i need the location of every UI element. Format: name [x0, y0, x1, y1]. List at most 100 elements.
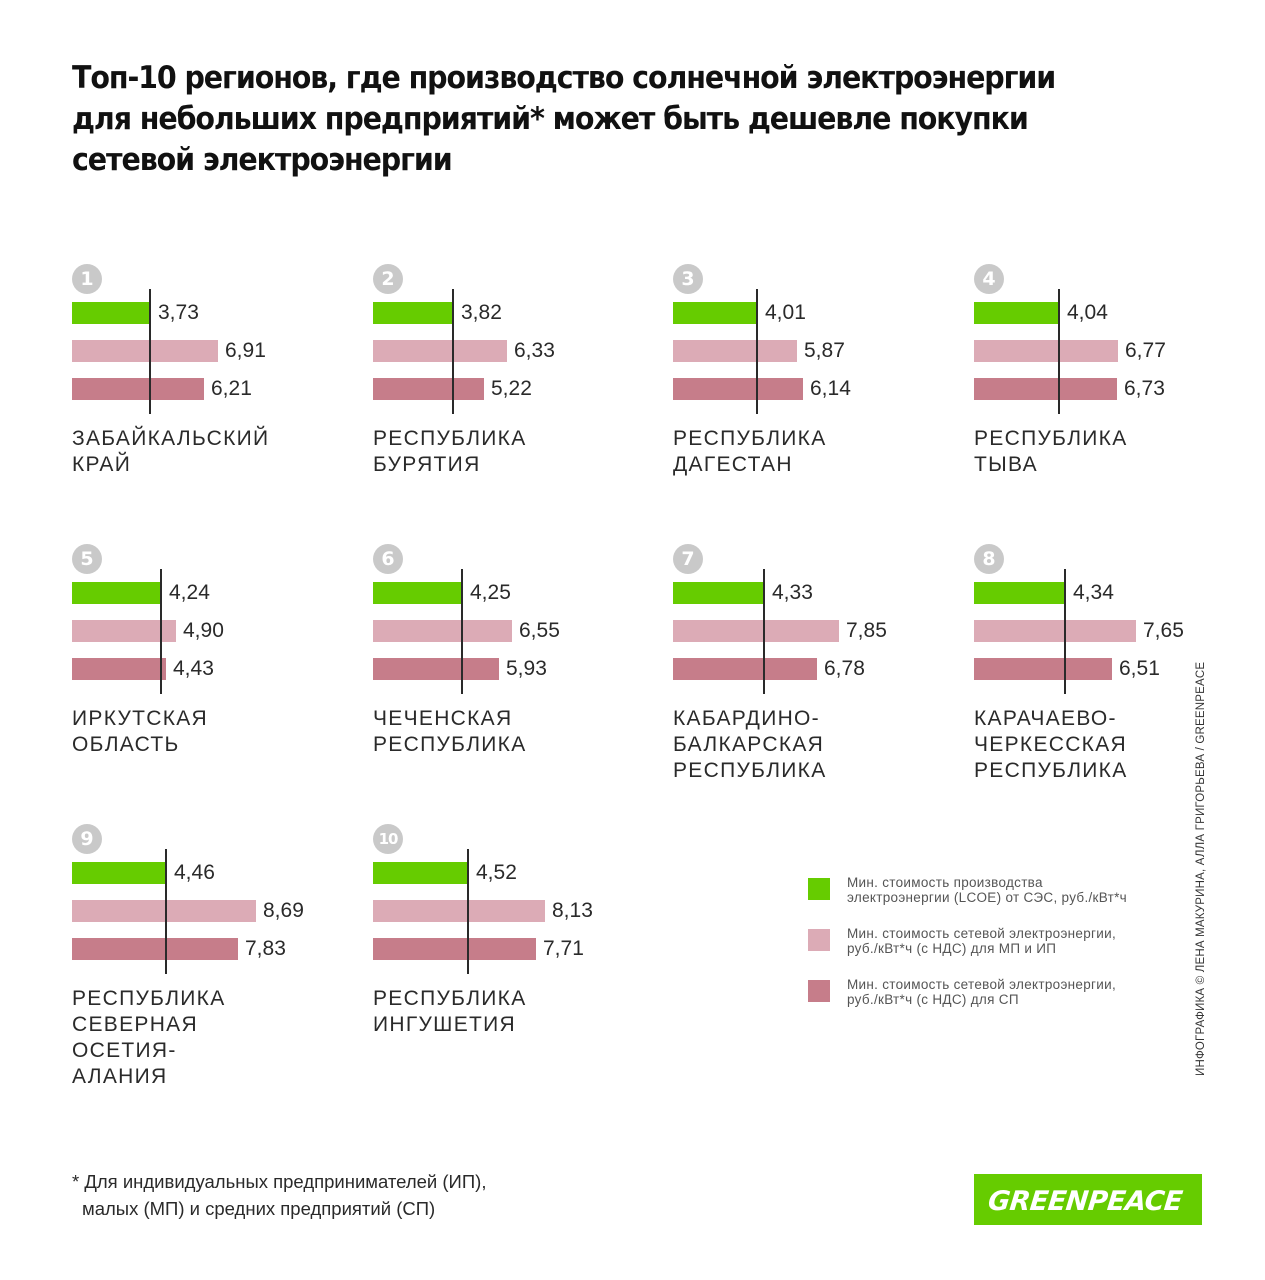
legend-label: Мин. стоимость сетевой электроэнергии, р…: [847, 926, 1187, 956]
region-name-line: РЕСПУБЛИКА: [373, 733, 527, 756]
value-label-grid-medium: 4,43: [173, 657, 214, 680]
value-label-grid-medium: 6,78: [824, 657, 865, 680]
bar-grid-medium: [72, 378, 204, 400]
legend-label-line: руб./кВт*ч (с НДС) для МП и ИП: [847, 941, 1057, 956]
region-name-line: ИНГУШЕТИЯ: [373, 1013, 517, 1036]
region-panel: 2 3,82 6,33 5,22 РЕСПУБЛИКА БУРЯТИЯ: [373, 264, 663, 524]
region-name-line: ЧЕРКЕССКАЯ: [974, 733, 1127, 756]
region-name-line: РЕСПУБЛИКА: [373, 987, 527, 1010]
bar-lcoe: [373, 862, 469, 884]
lcoe-reference-line: [149, 289, 151, 414]
bar-grid-medium: [673, 658, 817, 680]
value-label-grid-small: 7,65: [1143, 619, 1184, 642]
bar-lcoe: [974, 582, 1066, 604]
legend-label: Мин. стоимость сетевой электроэнергии, р…: [847, 977, 1187, 1007]
region-name-line: РЕСПУБЛИКА: [673, 759, 827, 782]
lcoe-reference-line: [165, 849, 167, 974]
title-line: Топ-10 регионов, где производство солнеч…: [72, 60, 1056, 96]
bar-grid-small: [974, 620, 1136, 642]
region-name-line: СЕВЕРНАЯ: [72, 1013, 198, 1036]
bar-lcoe: [72, 302, 151, 324]
rank-badge: 3: [673, 264, 703, 294]
region-name: ЗАБАЙКАЛЬСКИЙ КРАЙ: [72, 426, 362, 478]
legend-label: Мин. стоимость производства электроэнерг…: [847, 875, 1187, 905]
region-name-line: КАРАЧАЕВО-: [974, 707, 1117, 730]
value-label-grid-small: 6,33: [514, 339, 555, 362]
bar-grid-small: [673, 340, 797, 362]
rank-badge: 6: [373, 544, 403, 574]
legend-label-line: руб./кВт*ч (с НДС) для СП: [847, 992, 1019, 1007]
footnote-line: малых (МП) и средних предприятий (СП): [82, 1198, 436, 1219]
value-label-lcoe: 4,34: [1073, 581, 1114, 604]
title-line: сетевой электроэнергии: [72, 142, 453, 178]
bar-grid-small: [373, 900, 545, 922]
bar-grid-medium: [974, 658, 1112, 680]
region-name-line: РЕСПУБЛИКА: [72, 987, 226, 1010]
footnote: * Для индивидуальных предпринимателей (И…: [72, 1168, 486, 1222]
bar-grid-small: [373, 340, 507, 362]
value-label-lcoe: 4,33: [772, 581, 813, 604]
region-name-line: РЕСПУБЛИКА: [974, 759, 1128, 782]
region-panel: 7 4,33 7,85 6,78 КАБАРДИНО- БАЛКАРСКАЯ РЕСПУБЛ…: [673, 544, 963, 804]
bar-grid-small: [373, 620, 512, 642]
legend-swatch-grid-small: [808, 929, 830, 951]
bar-lcoe: [373, 582, 463, 604]
value-label-grid-small: 6,55: [519, 619, 560, 642]
bar-lcoe: [673, 582, 765, 604]
rank-badge: 7: [673, 544, 703, 574]
lcoe-reference-line: [467, 849, 469, 974]
value-label-grid-small: 6,91: [225, 339, 266, 362]
region-name: РЕСПУБЛИКА БУРЯТИЯ: [373, 426, 663, 478]
region-name-line: БУРЯТИЯ: [373, 453, 481, 476]
value-label-lcoe: 4,25: [470, 581, 511, 604]
legend-label-line: Мин. стоимость сетевой электроэнергии,: [847, 977, 1117, 992]
value-label-lcoe: 4,52: [476, 861, 517, 884]
region-name: КАБАРДИНО- БАЛКАРСКАЯ РЕСПУБЛИКА: [673, 706, 963, 784]
region-name-line: ОСЕТИЯ-: [72, 1039, 177, 1062]
value-label-grid-medium: 6,73: [1124, 377, 1165, 400]
region-name-line: ТЫВА: [974, 453, 1038, 476]
value-label-grid-medium: 5,22: [491, 377, 532, 400]
legend-swatch-grid-medium: [808, 980, 830, 1002]
rank-badge: 4: [974, 264, 1004, 294]
lcoe-reference-line: [756, 289, 758, 414]
value-label-grid-medium: 7,83: [245, 937, 286, 960]
value-label-grid-small: 6,77: [1125, 339, 1166, 362]
region-panel: 6 4,25 6,55 5,93 ЧЕЧЕНСКАЯ РЕСПУБЛИКА: [373, 544, 663, 804]
value-label-lcoe: 4,46: [174, 861, 215, 884]
region-name-line: РЕСПУБЛИКА: [974, 427, 1128, 450]
region-name: РЕСПУБЛИКА ИНГУШЕТИЯ: [373, 986, 663, 1038]
value-label-grid-small: 8,13: [552, 899, 593, 922]
greenpeace-logo-text: GREENPEACE: [987, 1186, 1185, 1217]
region-panel: 1 3,73 6,91 6,21 ЗАБАЙКАЛЬСКИЙ КРАЙ: [72, 264, 362, 524]
bar-grid-small: [72, 620, 176, 642]
region-name-line: БАЛКАРСКАЯ: [673, 733, 825, 756]
bar-grid-small: [72, 340, 218, 362]
bar-grid-medium: [373, 658, 499, 680]
region-panel: 8 4,34 7,65 6,51 КАРАЧАЕВО- ЧЕРКЕССКАЯ РЕСПУБЛ…: [974, 544, 1264, 804]
value-label-grid-medium: 6,14: [810, 377, 851, 400]
legend-label-line: Мин. стоимость производства: [847, 875, 1043, 890]
bar-grid-small: [72, 900, 256, 922]
rank-badge: 9: [72, 824, 102, 854]
region-name-line: КАБАРДИНО-: [673, 707, 820, 730]
rank-badge: 8: [974, 544, 1004, 574]
rank-badge: 5: [72, 544, 102, 574]
bar-grid-medium: [373, 938, 536, 960]
value-label-grid-medium: 5,93: [506, 657, 547, 680]
region-name-line: ДАГЕСТАН: [673, 453, 793, 476]
rank-badge: 1: [72, 264, 102, 294]
greenpeace-logo: GREENPEACE: [974, 1174, 1202, 1225]
bar-grid-medium: [373, 378, 484, 400]
lcoe-reference-line: [452, 289, 454, 414]
value-label-grid-small: 4,90: [183, 619, 224, 642]
legend-label-line: Мин. стоимость сетевой электроэнергии,: [847, 926, 1117, 941]
region-panel: 10 4,52 8,13 7,71 РЕСПУБЛИКА ИНГУШЕТИЯ: [373, 824, 663, 1084]
region-panel: 5 4,24 4,90 4,43 ИРКУТСКАЯ ОБЛАСТЬ: [72, 544, 362, 804]
region-name-line: КРАЙ: [72, 453, 132, 476]
region-name-line: РЕСПУБЛИКА: [373, 427, 527, 450]
region-name: ЧЕЧЕНСКАЯ РЕСПУБЛИКА: [373, 706, 663, 758]
lcoe-reference-line: [763, 569, 765, 694]
value-label-lcoe: 3,73: [158, 301, 199, 324]
region-name-line: ОБЛАСТЬ: [72, 733, 180, 756]
